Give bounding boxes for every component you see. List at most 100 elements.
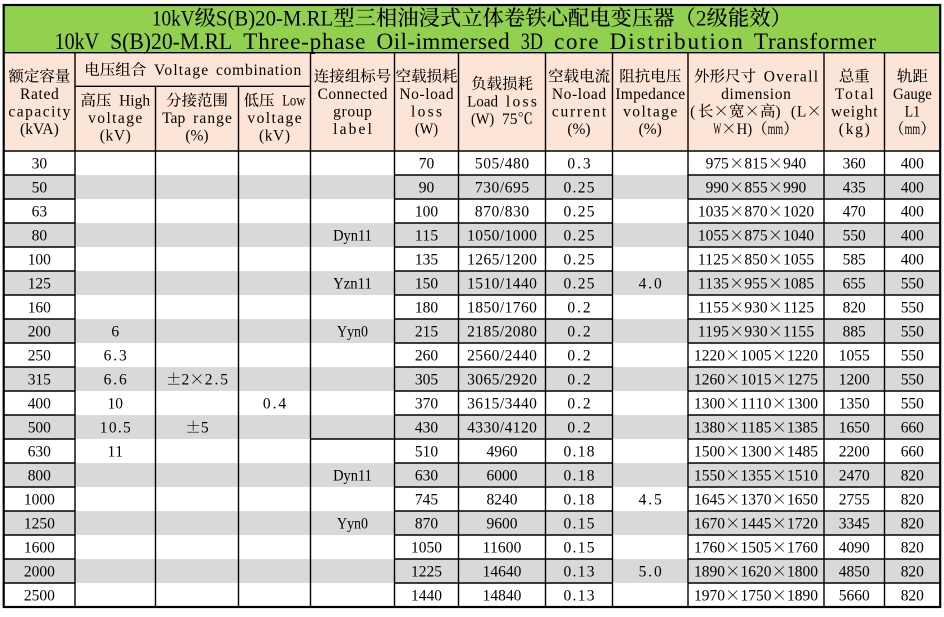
svg-text:125: 125 bbox=[28, 276, 51, 293]
svg-text:Tap: Tap bbox=[162, 110, 185, 127]
svg-text:1110: 1110 bbox=[741, 396, 772, 413]
svg-text:820: 820 bbox=[901, 468, 924, 485]
svg-text:200: 200 bbox=[28, 324, 51, 341]
svg-text:870/830: 870/830 bbox=[475, 204, 529, 221]
svg-text:870: 870 bbox=[744, 204, 767, 221]
svg-text:1250: 1250 bbox=[24, 516, 55, 533]
svg-text:L1: L1 bbox=[905, 104, 921, 121]
svg-text:0.25: 0.25 bbox=[564, 228, 595, 245]
svg-text:3D: 3D bbox=[521, 29, 543, 55]
svg-text:1970: 1970 bbox=[694, 588, 725, 605]
svg-text:11: 11 bbox=[108, 444, 124, 461]
svg-text:10kV: 10kV bbox=[152, 5, 195, 30]
svg-text:820: 820 bbox=[901, 540, 924, 557]
svg-text:label: label bbox=[333, 121, 372, 138]
svg-text:1620: 1620 bbox=[741, 564, 772, 581]
svg-text:Impedance: Impedance bbox=[615, 86, 685, 103]
svg-text:Dyn11: Dyn11 bbox=[333, 228, 372, 245]
svg-text:135: 135 bbox=[415, 252, 438, 269]
svg-text:Low: Low bbox=[282, 93, 306, 110]
svg-text:1085: 1085 bbox=[783, 276, 814, 293]
svg-text:(L: (L bbox=[791, 104, 807, 121]
svg-text:(kV): (kV) bbox=[259, 128, 290, 145]
svg-text:1055: 1055 bbox=[698, 228, 729, 245]
svg-text:1275: 1275 bbox=[787, 372, 818, 389]
svg-text:0.18: 0.18 bbox=[564, 444, 595, 461]
svg-text:S(B)20-M.RL: S(B)20-M.RL bbox=[110, 29, 232, 55]
svg-text:voltage: voltage bbox=[88, 110, 142, 127]
svg-text:100: 100 bbox=[28, 252, 51, 269]
svg-text:0.13: 0.13 bbox=[564, 588, 595, 605]
svg-text:435: 435 bbox=[843, 180, 866, 197]
svg-text:820: 820 bbox=[843, 300, 866, 317]
svg-text:2560/2440: 2560/2440 bbox=[467, 348, 537, 365]
svg-text:1055: 1055 bbox=[839, 348, 870, 365]
svg-text:100: 100 bbox=[415, 204, 438, 221]
svg-text:4090: 4090 bbox=[839, 540, 870, 557]
svg-text:75: 75 bbox=[502, 111, 518, 128]
svg-text:2500: 2500 bbox=[24, 588, 55, 605]
svg-text:3345: 3345 bbox=[839, 516, 870, 533]
svg-text:Distribution: Distribution bbox=[610, 29, 744, 55]
svg-text:Total: Total bbox=[835, 86, 874, 103]
svg-text:1300: 1300 bbox=[741, 444, 772, 461]
svg-text:High: High bbox=[119, 93, 150, 110]
svg-text:305: 305 bbox=[415, 372, 438, 389]
svg-text:11600: 11600 bbox=[483, 540, 522, 557]
svg-text:voltage: voltage bbox=[623, 104, 677, 121]
svg-text:1385: 1385 bbox=[787, 420, 818, 437]
svg-text:63: 63 bbox=[32, 204, 48, 221]
svg-text:6: 6 bbox=[111, 324, 119, 341]
svg-text:1760: 1760 bbox=[694, 540, 725, 557]
svg-text:1005: 1005 bbox=[741, 348, 772, 365]
svg-text:1155: 1155 bbox=[783, 324, 814, 341]
svg-text:2185/2080: 2185/2080 bbox=[467, 324, 537, 341]
svg-text:1600: 1600 bbox=[24, 540, 55, 557]
svg-text:550: 550 bbox=[901, 396, 924, 413]
svg-text:820: 820 bbox=[901, 516, 924, 533]
svg-text:0.13: 0.13 bbox=[564, 564, 595, 581]
svg-text:Dyn11: Dyn11 bbox=[333, 468, 372, 485]
svg-text:180: 180 bbox=[415, 300, 438, 317]
svg-text:1800: 1800 bbox=[787, 564, 818, 581]
svg-text:360: 360 bbox=[843, 156, 866, 173]
svg-text:730/695: 730/695 bbox=[475, 180, 529, 197]
svg-text:mm: mm bbox=[768, 121, 784, 138]
svg-text:(kVA): (kVA) bbox=[20, 121, 59, 138]
svg-text:4850: 4850 bbox=[839, 564, 870, 581]
svg-text:Connected: Connected bbox=[318, 86, 388, 103]
svg-text:(W): (W) bbox=[471, 111, 494, 128]
svg-text:1050/1000: 1050/1000 bbox=[467, 228, 537, 245]
svg-text:500: 500 bbox=[28, 420, 51, 437]
svg-text:1220: 1220 bbox=[787, 348, 818, 365]
svg-text:5: 5 bbox=[201, 420, 209, 437]
svg-text:70: 70 bbox=[419, 156, 435, 173]
svg-text:400: 400 bbox=[901, 252, 924, 269]
svg-text:0.2: 0.2 bbox=[567, 396, 590, 413]
svg-text:1720: 1720 bbox=[787, 516, 818, 533]
svg-text:1505: 1505 bbox=[741, 540, 772, 557]
svg-text:14640: 14640 bbox=[483, 564, 522, 581]
svg-text:3065/2920: 3065/2920 bbox=[467, 372, 537, 389]
svg-text:885: 885 bbox=[843, 324, 866, 341]
svg-text:400: 400 bbox=[901, 180, 924, 197]
svg-text:870: 870 bbox=[415, 516, 438, 533]
svg-text:dimension: dimension bbox=[721, 86, 791, 103]
svg-text:505/480: 505/480 bbox=[475, 156, 529, 173]
svg-text:660: 660 bbox=[901, 420, 924, 437]
svg-text:0.18: 0.18 bbox=[564, 492, 595, 509]
svg-text:550: 550 bbox=[901, 324, 924, 341]
svg-text:745: 745 bbox=[415, 492, 438, 509]
svg-text:430: 430 bbox=[415, 420, 438, 437]
svg-text:6.3: 6.3 bbox=[104, 348, 127, 365]
svg-text:0.15: 0.15 bbox=[564, 540, 595, 557]
svg-text:Oil-immersed: Oil-immersed bbox=[377, 29, 511, 55]
svg-text:630: 630 bbox=[415, 468, 438, 485]
svg-text:820: 820 bbox=[901, 492, 924, 509]
svg-text:2.5: 2.5 bbox=[205, 372, 228, 389]
svg-text:group: group bbox=[333, 104, 372, 121]
svg-text:5.0: 5.0 bbox=[639, 564, 662, 581]
svg-text:0.25: 0.25 bbox=[564, 180, 595, 197]
svg-text:990: 990 bbox=[783, 180, 806, 197]
svg-text:1650: 1650 bbox=[787, 492, 818, 509]
